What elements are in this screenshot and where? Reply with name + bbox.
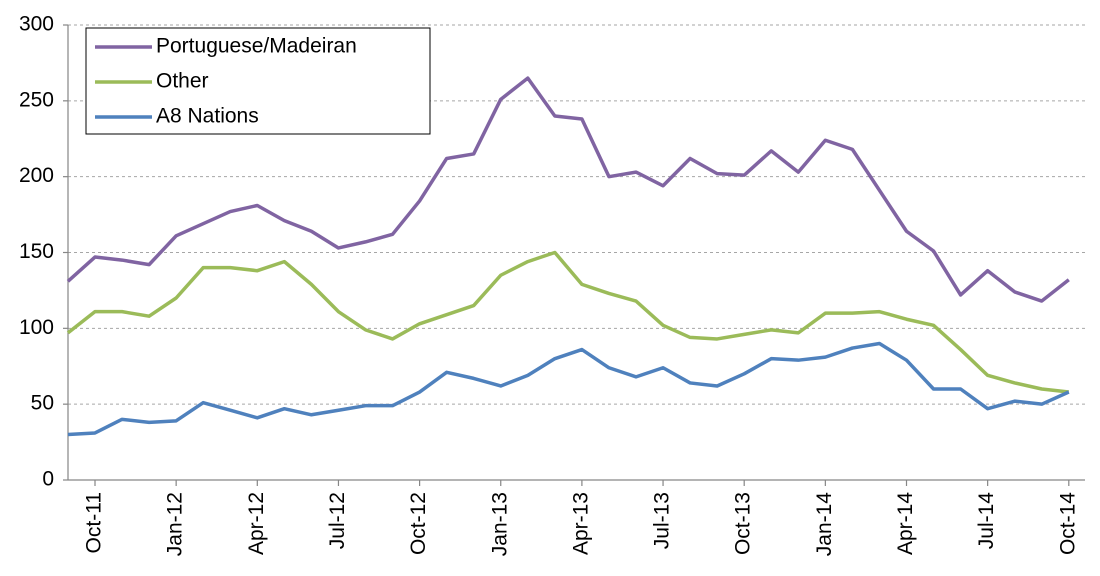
series-line (66, 250, 1069, 394)
x-tick-label: Jan-12 (164, 492, 187, 556)
y-tick-label: 250 (19, 88, 54, 111)
legend-label: Other (156, 70, 209, 93)
y-tick-label: 0 (42, 468, 54, 491)
series-line (66, 76, 1070, 303)
legend-label: A8 Nations (156, 105, 259, 128)
y-tick-label: 100 (19, 316, 54, 339)
x-tick-label: Jan-13 (488, 492, 511, 556)
y-tick-label: 50 (31, 392, 54, 415)
x-tick-label: Apr-14 (894, 492, 917, 555)
series-line (67, 341, 1070, 437)
x-tick-label: Oct-14 (1056, 492, 1079, 555)
x-tick-label: Apr-12 (245, 492, 268, 555)
x-tick-label: Oct-12 (407, 492, 430, 555)
x-tick-label: Jan-14 (813, 492, 836, 557)
y-tick-label: 300 (19, 13, 54, 36)
y-tick-label: 150 (19, 240, 54, 263)
x-tick-label: Oct-13 (732, 492, 755, 555)
x-tick-label: Apr-13 (569, 492, 592, 555)
y-tick-label: 200 (19, 164, 54, 187)
x-tick-label: Jul-14 (975, 492, 998, 550)
x-tick-label: Jul-13 (651, 492, 674, 549)
legend-label: Portuguese/Madeiran (156, 35, 357, 58)
x-tick-label: Jul-12 (326, 492, 349, 549)
legend: Portuguese/Madeiran Other A8 Nations (85, 27, 431, 135)
x-tick-label: Oct-11 (83, 492, 106, 553)
